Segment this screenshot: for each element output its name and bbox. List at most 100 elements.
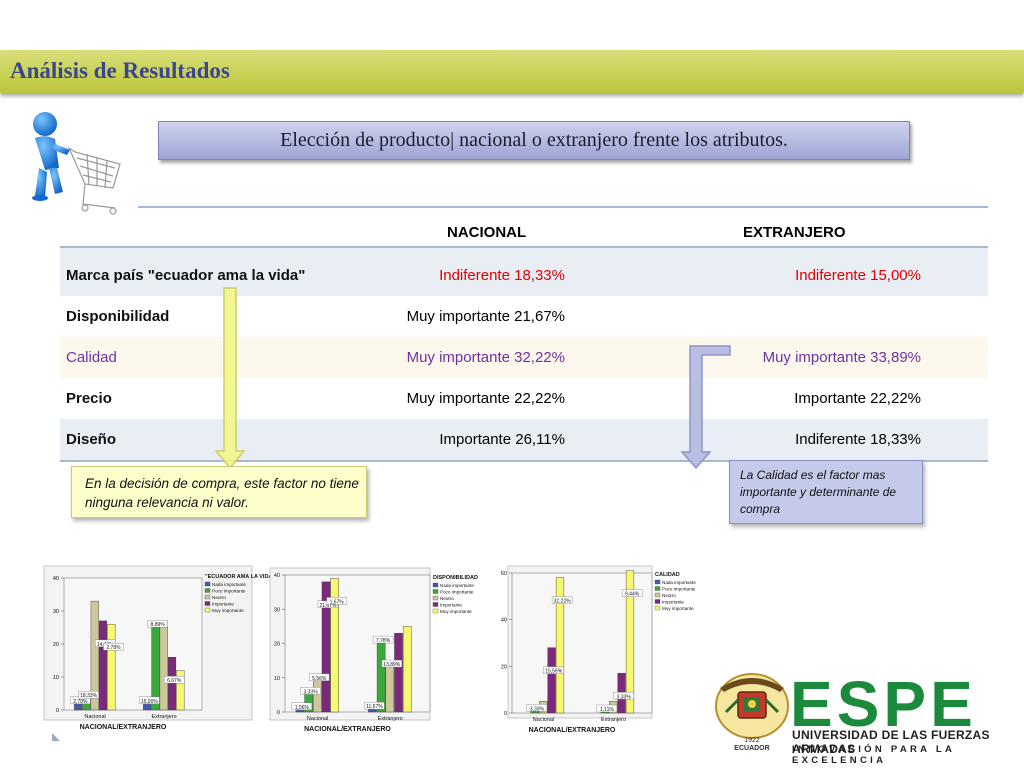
data-label: 1,11% [600, 707, 614, 713]
data-label: 7,78% [376, 638, 391, 644]
bar [547, 647, 556, 714]
bar [143, 700, 152, 711]
bar [167, 657, 177, 711]
row-label: Marca país "ecuador ama la vida" [66, 267, 306, 284]
row-label: Calidad [66, 349, 117, 366]
legend-item: Muy importante [662, 606, 694, 611]
y-tick-label: 20 [501, 664, 507, 670]
data-label-box [95, 639, 116, 648]
data-label-box [613, 692, 634, 700]
x-axis-label: NACIONAL/EXTRANJERO [304, 726, 391, 733]
y-tick-label: 10 [53, 675, 59, 681]
extranjero-value: Indiferente 18,33% [795, 431, 921, 448]
nacional-value: Indiferente 18,33% [439, 267, 565, 284]
data-label-box [164, 676, 185, 684]
note-calidad: La Calidad es el factor mas importante y… [729, 460, 923, 524]
chart-frame [507, 565, 653, 719]
legend-swatch [654, 586, 661, 591]
data-label-box [526, 704, 548, 712]
data-label-box [147, 620, 168, 628]
y-tick-label: 40 [53, 576, 59, 582]
bar [394, 633, 403, 713]
data-label: 32,22% [554, 599, 572, 605]
data-label: 3,33% [617, 694, 632, 700]
nacional-value: Muy importante 22,22% [406, 390, 565, 407]
data-label: 3,33% [303, 689, 318, 695]
data-label: 9,44% [625, 592, 640, 598]
legend-title: CALIDAD [655, 572, 680, 578]
data-label: 3,33% [530, 706, 545, 712]
data-label: 1,67% [330, 599, 345, 605]
bar [530, 708, 539, 714]
data-label-box [596, 704, 618, 713]
data-label-box [78, 691, 99, 699]
data-label: 15,00% [141, 699, 159, 705]
table-row: Disponibilidad Muy importante 21,67% [60, 296, 988, 337]
legend-swatch [432, 595, 439, 601]
table-row: Diseño Importante 26,11% Indiferente 18,… [60, 419, 988, 462]
data-label-box [372, 635, 394, 644]
bar [539, 701, 548, 714]
page-title: Análisis de Resultados [10, 58, 230, 83]
extranjero-value: Indiferente 15,00% [795, 267, 921, 284]
data-label: 1,56% [295, 705, 310, 711]
bar [82, 694, 91, 711]
data-label: 11,67% [366, 704, 383, 710]
legend-item: Importante [662, 600, 684, 605]
data-label: 14,44% [97, 642, 115, 648]
y-tick-label: 20 [274, 642, 280, 648]
legend-item: Importante [440, 603, 462, 608]
nacional-value: Importante 26,11% [439, 431, 565, 448]
x-tick-label: Extranjero [601, 717, 626, 723]
bar [107, 624, 116, 711]
column-header-extranjero: EXTRANJERO [743, 224, 846, 241]
bar [600, 710, 609, 714]
legend-item: Neutro [440, 596, 454, 601]
plot-area [511, 572, 653, 714]
data-label: 18,33% [80, 693, 98, 699]
legend-item: Neutro [662, 593, 676, 598]
plot-area [284, 574, 431, 713]
bar [313, 677, 322, 713]
seal-country: ECUADOR [734, 745, 769, 752]
row-label: Precio [66, 390, 112, 407]
x-axis-label: NACIONAL/EXTRANJERO [529, 727, 616, 734]
data-label-box [364, 702, 385, 710]
university-name: UNIVERSIDAD DE LAS FUERZAS ARMADAS [792, 728, 990, 756]
y-tick-label: 0 [504, 711, 507, 717]
table-row: Calidad Muy importante 32,22% Muy import… [60, 337, 988, 378]
legend-item: Poco importante [662, 587, 696, 592]
data-label-box [291, 702, 313, 711]
header-rule [60, 246, 988, 248]
legend-item: Muy importante [440, 609, 472, 614]
espe-logo-wordmark: ESPE [790, 668, 977, 740]
legend-swatch [432, 582, 439, 588]
bar [90, 600, 99, 711]
x-axis-label: NACIONAL/EXTRANJERO [80, 724, 167, 731]
row-label: Disponibilidad [66, 308, 170, 325]
data-label: 2,78% [106, 645, 121, 651]
legend-swatch [204, 594, 211, 600]
data-label-box [70, 696, 91, 704]
bar [555, 577, 565, 714]
bar [321, 581, 331, 713]
data-label-box [621, 589, 643, 597]
nacional-value: Muy importante 32,22% [406, 349, 565, 366]
bar [74, 700, 83, 711]
y-tick-label: 30 [274, 607, 280, 613]
title-bar: Análisis de Resultados [0, 50, 1024, 93]
data-label: 8,89% [151, 622, 166, 628]
legend-swatch [654, 605, 661, 611]
legend-item: Nada importante [212, 582, 246, 587]
legend-item: Poco importante [212, 589, 246, 594]
legend-item: Nada importante [440, 583, 474, 588]
table-row: Precio Muy importante 22,22% Importante … [60, 378, 988, 419]
extranjero-value: Importante 22,22% [794, 390, 921, 407]
legend-title: DISPONIBILIDAD [433, 575, 478, 581]
data-label: 21,67% [319, 603, 337, 609]
legend-title: "ECUADOR AMA LA VIDA" [205, 574, 275, 580]
bar [304, 691, 313, 713]
legend-swatch [204, 581, 211, 587]
y-tick-label: 40 [274, 573, 280, 579]
y-tick-label: 40 [501, 618, 507, 624]
